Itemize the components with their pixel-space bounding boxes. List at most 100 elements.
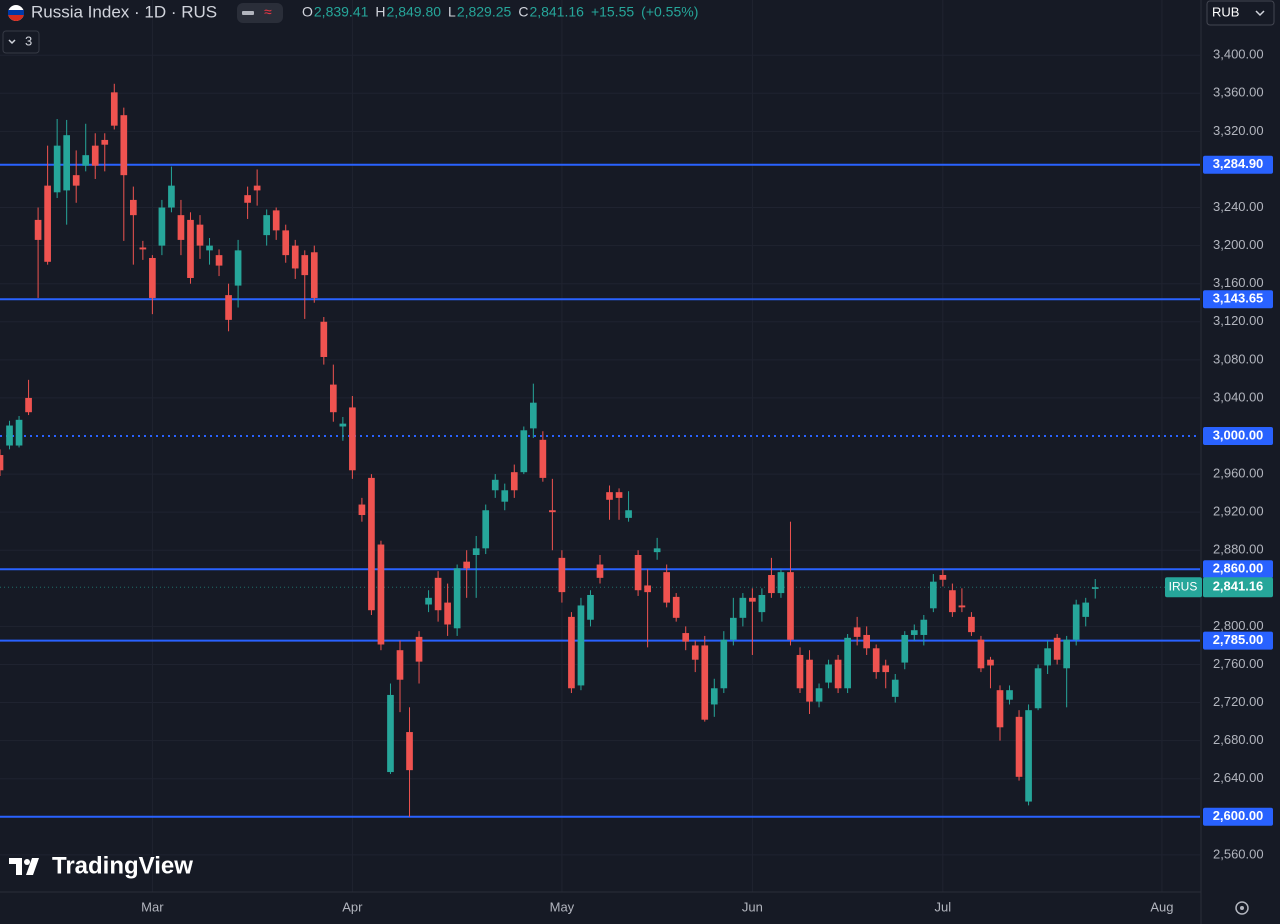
- y-tick-label: 2,560.00: [1213, 846, 1264, 861]
- candle-body: [577, 605, 585, 686]
- price-level-label: 3,143.65: [1213, 291, 1264, 306]
- candle-body: [596, 564, 604, 578]
- y-tick-label: 2,720.00: [1213, 694, 1264, 709]
- candle-body: [101, 139, 109, 145]
- price-level-label: 3,284.90: [1213, 156, 1264, 171]
- y-tick-label: 3,360.00: [1213, 85, 1264, 100]
- ohlc-close: 2,841.16: [529, 4, 584, 20]
- y-tick-label: 3,040.00: [1213, 389, 1264, 404]
- candle-body: [968, 616, 975, 633]
- indicator-count[interactable]: 3: [25, 33, 32, 48]
- ohlc-change: +15.55: [591, 4, 634, 20]
- candle-body: [701, 645, 709, 720]
- candle-body: [863, 634, 870, 649]
- candle-body: [425, 597, 432, 605]
- candle-body: [225, 295, 232, 320]
- y-tick-label: 3,320.00: [1213, 123, 1264, 138]
- indicators-toggle[interactable]: [2, 30, 40, 54]
- price-level-label: 2,600.00: [1213, 808, 1264, 823]
- compare-icon[interactable]: ≈: [264, 4, 272, 20]
- candle-body: [634, 555, 642, 591]
- candle-body: [872, 648, 880, 673]
- candle-body: [939, 574, 947, 580]
- candle-body: [244, 195, 251, 203]
- candle-body: [587, 594, 594, 620]
- candle-body: [215, 255, 223, 266]
- symbol-label: IRUS: [1169, 579, 1198, 593]
- candle-body: [653, 548, 661, 553]
- candle-body: [691, 645, 699, 660]
- candle-body: [910, 630, 918, 635]
- candle-body: [472, 548, 480, 556]
- candle-body: [1034, 668, 1042, 709]
- candle-body: [63, 135, 70, 191]
- candle-body: [358, 504, 366, 516]
- candle-body: [15, 419, 23, 446]
- flag: [8, 10, 24, 15]
- candle-body: [91, 145, 99, 166]
- candle-body: [44, 185, 51, 262]
- price-level-tag: [1203, 290, 1273, 309]
- hide-icon[interactable]: [242, 11, 254, 15]
- candle-body: [291, 245, 299, 269]
- price-level-tag: [1203, 631, 1273, 650]
- currency-button[interactable]: [1206, 0, 1275, 26]
- currency[interactable]: RUB: [1212, 4, 1239, 19]
- candle-body: [415, 636, 423, 662]
- x-tick-label: Mar: [141, 899, 164, 914]
- x-tick-label: Jun: [742, 899, 763, 914]
- candle-body: [482, 510, 490, 549]
- candle-body: [644, 585, 651, 593]
- candle-body: [310, 252, 318, 298]
- settings-icon[interactable]: [1235, 901, 1249, 915]
- settings-icon[interactable]: [1240, 906, 1244, 910]
- logo-icon: [9, 858, 39, 875]
- candle-body: [72, 175, 80, 186]
- levels: [0, 163, 1200, 818]
- y-tick-label: 3,080.00: [1213, 351, 1264, 366]
- candle-body: [539, 439, 547, 478]
- toggle-buttons[interactable]: [237, 3, 283, 23]
- candle-body: [739, 597, 747, 618]
- candle-body: [158, 207, 166, 246]
- price-level-tag: [1203, 427, 1273, 446]
- candle-body: [530, 402, 537, 429]
- price-level-label: 2,785.00: [1213, 632, 1264, 647]
- candle-body: [901, 634, 909, 663]
- candle-body: [1044, 648, 1051, 666]
- candle-body: [1015, 716, 1023, 777]
- candle-body: [139, 247, 147, 250]
- y-tick-label: 2,960.00: [1213, 466, 1264, 481]
- ohlc-change-pct: (+0.55%): [641, 4, 698, 20]
- candle-body: [196, 224, 204, 246]
- candle-body: [444, 602, 451, 625]
- candle-body: [958, 605, 966, 608]
- candle-body: [853, 627, 861, 637]
- x-tick-label: Jul: [935, 899, 952, 914]
- ohlc-open: 2,839.41: [314, 4, 369, 20]
- candle-body: [130, 199, 137, 216]
- y-tick-label: 3,240.00: [1213, 199, 1264, 214]
- ohlc-low: 2,829.25: [457, 4, 512, 20]
- y-tick-label: 2,800.00: [1213, 618, 1264, 633]
- candle-body: [282, 230, 290, 256]
- candle-body: [996, 690, 1004, 728]
- candle-body: [1053, 637, 1061, 660]
- candle-body: [349, 407, 356, 471]
- candle-body: [234, 250, 242, 286]
- x-tick-label: May: [550, 899, 575, 914]
- candle-body: [777, 572, 785, 594]
- symbol-title[interactable]: Russia Index · 1D · RUS: [31, 2, 217, 21]
- candle-body: [0, 455, 4, 471]
- candle-body: [1063, 639, 1070, 669]
- y-tick-label: 2,920.00: [1213, 504, 1264, 519]
- candle-body: [558, 557, 566, 593]
- candle-body: [1006, 690, 1013, 700]
- candle-body: [177, 215, 185, 240]
- candle-body: [891, 679, 899, 697]
- candle-body: [453, 568, 461, 629]
- candle-body: [625, 510, 632, 518]
- price-level-tag: [1203, 155, 1273, 174]
